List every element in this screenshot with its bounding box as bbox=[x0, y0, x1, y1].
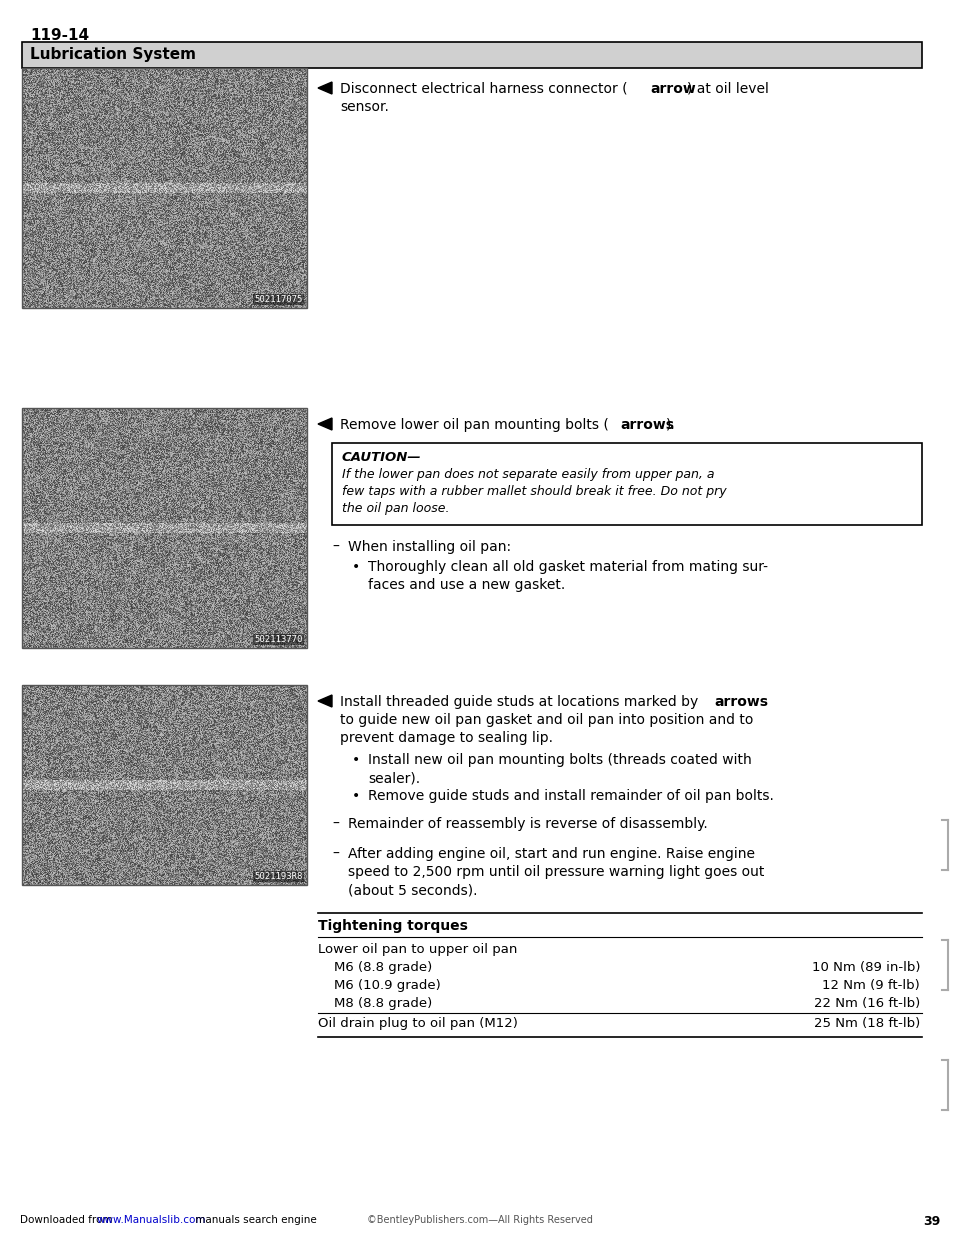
Text: prevent damage to sealing lip.: prevent damage to sealing lip. bbox=[340, 732, 553, 745]
Polygon shape bbox=[318, 419, 332, 430]
Text: Downloaded from: Downloaded from bbox=[20, 1215, 116, 1225]
Text: Lower oil pan to upper oil pan: Lower oil pan to upper oil pan bbox=[318, 943, 517, 956]
Text: 39: 39 bbox=[923, 1215, 940, 1228]
Text: Install new oil pan mounting bolts (threads coated with
sealer).: Install new oil pan mounting bolts (thre… bbox=[368, 753, 752, 785]
Polygon shape bbox=[318, 82, 332, 94]
Text: speed to 2,500 rpm until oil pressure warning light goes out: speed to 2,500 rpm until oil pressure wa… bbox=[348, 864, 764, 879]
Text: arrows: arrows bbox=[620, 419, 674, 432]
Text: Tightening torques: Tightening torques bbox=[318, 919, 468, 933]
Text: Remainder of reassembly is reverse of disassembly.: Remainder of reassembly is reverse of di… bbox=[348, 817, 708, 831]
Text: CAUTION—: CAUTION— bbox=[342, 451, 421, 465]
Text: Disconnect electrical harness connector (: Disconnect electrical harness connector … bbox=[340, 82, 628, 96]
Text: www.Manualslib.com: www.Manualslib.com bbox=[97, 1215, 206, 1225]
Text: 10 Nm (89 in-lb): 10 Nm (89 in-lb) bbox=[811, 961, 920, 974]
Text: –: – bbox=[332, 847, 339, 861]
Text: •: • bbox=[352, 560, 360, 574]
Text: 502117075: 502117075 bbox=[254, 296, 303, 304]
Text: ©BentleyPublishers.com—All Rights Reserved: ©BentleyPublishers.com—All Rights Reserv… bbox=[367, 1215, 593, 1225]
Text: M6 (10.9 grade): M6 (10.9 grade) bbox=[334, 979, 441, 992]
Text: to guide new oil pan gasket and oil pan into position and to: to guide new oil pan gasket and oil pan … bbox=[340, 713, 754, 727]
Bar bbox=[22, 409, 307, 648]
Text: 25 Nm (18 ft-lb): 25 Nm (18 ft-lb) bbox=[814, 1017, 920, 1030]
Text: 12 Nm (9 ft-lb): 12 Nm (9 ft-lb) bbox=[823, 979, 920, 992]
Text: sensor.: sensor. bbox=[340, 101, 389, 114]
Text: 22 Nm (16 ft-lb): 22 Nm (16 ft-lb) bbox=[814, 997, 920, 1010]
Text: –: – bbox=[332, 817, 339, 831]
Bar bbox=[22, 42, 922, 68]
Text: After adding engine oil, start and run engine. Raise engine: After adding engine oil, start and run e… bbox=[348, 847, 755, 861]
Text: •: • bbox=[352, 753, 360, 768]
Polygon shape bbox=[318, 696, 332, 707]
Text: 5021193R8: 5021193R8 bbox=[254, 872, 303, 881]
Text: Thoroughly clean all old gasket material from mating sur-
faces and use a new ga: Thoroughly clean all old gasket material… bbox=[368, 560, 768, 592]
Text: When installing oil pan:: When installing oil pan: bbox=[348, 540, 511, 554]
Text: •: • bbox=[352, 789, 360, 804]
Text: ).: ). bbox=[666, 419, 676, 432]
Bar bbox=[332, 443, 922, 525]
Text: arrow: arrow bbox=[650, 82, 696, 96]
Text: manuals search engine: manuals search engine bbox=[192, 1215, 317, 1225]
Text: M8 (8.8 grade): M8 (8.8 grade) bbox=[334, 997, 432, 1010]
Text: Lubrication System: Lubrication System bbox=[30, 47, 196, 62]
Text: Remove lower oil pan mounting bolts (: Remove lower oil pan mounting bolts ( bbox=[340, 419, 609, 432]
Text: 502113770: 502113770 bbox=[254, 635, 303, 645]
Text: If the lower pan does not separate easily from upper pan, a
few taps with a rubb: If the lower pan does not separate easil… bbox=[342, 468, 727, 515]
Bar bbox=[22, 68, 307, 308]
Text: (about 5 seconds).: (about 5 seconds). bbox=[348, 883, 477, 897]
Text: Install threaded guide studs at locations marked by: Install threaded guide studs at location… bbox=[340, 696, 703, 709]
Text: Remove guide studs and install remainder of oil pan bolts.: Remove guide studs and install remainder… bbox=[368, 789, 774, 804]
Text: 119-14: 119-14 bbox=[30, 29, 89, 43]
Text: –: – bbox=[332, 540, 339, 554]
Text: Oil drain plug to oil pan (M12): Oil drain plug to oil pan (M12) bbox=[318, 1017, 517, 1030]
Text: arrows: arrows bbox=[714, 696, 768, 709]
Text: ) at oil level: ) at oil level bbox=[687, 82, 769, 96]
Bar bbox=[22, 686, 307, 886]
Text: M6 (8.8 grade): M6 (8.8 grade) bbox=[334, 961, 432, 974]
